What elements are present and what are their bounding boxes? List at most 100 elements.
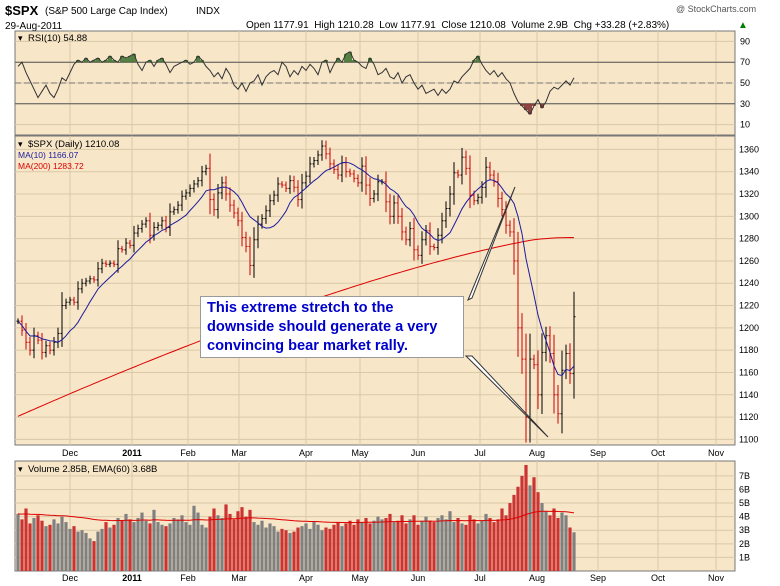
volume-bar bbox=[540, 503, 544, 571]
volume-bar bbox=[216, 515, 220, 571]
volume-bar bbox=[372, 520, 376, 571]
change-up-icon: ▲ bbox=[738, 20, 748, 31]
volume-tick-label: 1B bbox=[739, 552, 750, 562]
volume-bar bbox=[224, 504, 228, 571]
rsi-tick-label: 50 bbox=[740, 78, 750, 88]
volume-bar bbox=[428, 520, 432, 571]
rsi-overbought-fill bbox=[352, 60, 356, 63]
volume-bar bbox=[392, 522, 396, 571]
volume-x-label: Feb bbox=[180, 573, 196, 583]
volume-bar bbox=[172, 518, 176, 571]
volume-bar bbox=[560, 512, 564, 571]
rsi-overbought-fill bbox=[348, 51, 352, 63]
volume-bar bbox=[296, 527, 300, 571]
volume-bar bbox=[444, 519, 448, 571]
volume-bar bbox=[336, 522, 340, 571]
rsi-overbought-fill bbox=[104, 60, 108, 63]
price-tick-label: 1100 bbox=[739, 434, 758, 444]
ma10-line bbox=[17, 161, 575, 377]
rsi-overbought-fill bbox=[184, 60, 188, 63]
volume-bar bbox=[232, 519, 236, 571]
volume-bar bbox=[556, 518, 560, 571]
volume-bar bbox=[324, 527, 328, 571]
rsi-oversold-fill bbox=[524, 103, 528, 111]
volume-panel: 1B 2B 3B 4B 5B 6B 7B Dec 2011 Feb Mar Apr May Jun Jul… bbox=[14, 460, 750, 583]
volume-bar bbox=[436, 518, 440, 571]
volume-bar bbox=[524, 465, 528, 571]
rsi-oversold-fill bbox=[540, 103, 544, 108]
volume-bar bbox=[408, 519, 412, 571]
volume-tick-label: 7B bbox=[739, 471, 750, 481]
volume-bar bbox=[564, 515, 568, 571]
chart-symbol: $SPX bbox=[5, 3, 39, 18]
rsi-overbought-fill bbox=[344, 53, 348, 63]
volume-bar bbox=[176, 519, 180, 571]
volume-bar bbox=[212, 508, 216, 571]
volume-bar bbox=[44, 526, 48, 571]
rsi-overbought-fill bbox=[128, 55, 132, 63]
chart-date: 29-Aug-2011 bbox=[5, 21, 63, 32]
rsi-tick-label: 10 bbox=[740, 120, 750, 130]
rsi-overbought-fill bbox=[96, 58, 100, 63]
volume-bar bbox=[544, 511, 548, 571]
volume-tick-label: 6B bbox=[739, 484, 750, 494]
volume-bar bbox=[136, 518, 140, 571]
volume-bar bbox=[208, 516, 212, 571]
volume-bar bbox=[112, 524, 116, 571]
volume-bar bbox=[400, 515, 404, 571]
volume-bar bbox=[424, 516, 428, 571]
volume-x-label: Aug bbox=[529, 573, 545, 583]
price-tick-label: 1300 bbox=[739, 211, 759, 221]
price-tick-label: 1280 bbox=[739, 234, 759, 244]
price-grid bbox=[15, 136, 735, 445]
rsi-oversold-fill bbox=[532, 103, 536, 106]
rsi-overbought-fill bbox=[336, 58, 340, 63]
volume-bar bbox=[156, 522, 160, 571]
price-x-label: 2011 bbox=[122, 448, 142, 458]
volume-bar bbox=[488, 518, 492, 571]
volume-bar bbox=[572, 532, 576, 571]
rsi-oversold-fill bbox=[528, 103, 532, 115]
volume-bar bbox=[492, 522, 496, 571]
price-tick-label: 1120 bbox=[739, 412, 758, 422]
price-tick-label: 1220 bbox=[739, 301, 759, 311]
volume-bar bbox=[68, 528, 72, 571]
volume-bar bbox=[24, 508, 28, 571]
price-x-label: Sep bbox=[590, 448, 606, 458]
volume-bar bbox=[320, 530, 324, 571]
volume-bar bbox=[280, 528, 284, 571]
volume-bar bbox=[144, 520, 148, 571]
volume-bar bbox=[332, 524, 336, 571]
volume-bar bbox=[364, 518, 368, 571]
rsi-overbought-fill bbox=[160, 58, 164, 63]
annotation-callout: This extreme stretch to the downside sho… bbox=[200, 296, 464, 358]
rsi-overbought-fill bbox=[132, 53, 136, 63]
chart-index-name: (S&P 500 Large Cap Index) bbox=[45, 6, 168, 17]
volume-bar bbox=[508, 503, 512, 571]
ma10-legend: MA(10) 1166.07 bbox=[18, 150, 79, 160]
volume-bar bbox=[448, 511, 452, 571]
volume-bar bbox=[284, 530, 288, 571]
volume-bar bbox=[500, 508, 504, 571]
volume-bar bbox=[56, 523, 60, 571]
ma200-legend: MA(200) 1283.72 bbox=[18, 161, 84, 171]
rsi-overbought-fill bbox=[84, 58, 88, 63]
price-tick-label: 1180 bbox=[739, 345, 758, 355]
volume-bar bbox=[496, 519, 500, 571]
price-x-label: Oct bbox=[651, 448, 666, 458]
volume-bar bbox=[360, 522, 364, 571]
price-x-label: Feb bbox=[180, 448, 196, 458]
volume-tick-label: 5B bbox=[739, 498, 750, 508]
rsi-overbought-fill bbox=[196, 55, 200, 63]
volume-bar bbox=[108, 527, 112, 571]
rsi-legend: RSI(10) 54.88 bbox=[28, 33, 87, 44]
volume-bar bbox=[316, 524, 320, 571]
volume-bar bbox=[196, 512, 200, 571]
volume-bar bbox=[76, 531, 80, 571]
volume-x-label: Nov bbox=[708, 573, 725, 583]
rsi-legend-icon: ▾ bbox=[18, 33, 23, 43]
volume-bar bbox=[432, 522, 436, 571]
price-x-label: Dec bbox=[62, 448, 79, 458]
volume-bar bbox=[100, 528, 104, 571]
price-tick-label: 1260 bbox=[739, 256, 759, 266]
